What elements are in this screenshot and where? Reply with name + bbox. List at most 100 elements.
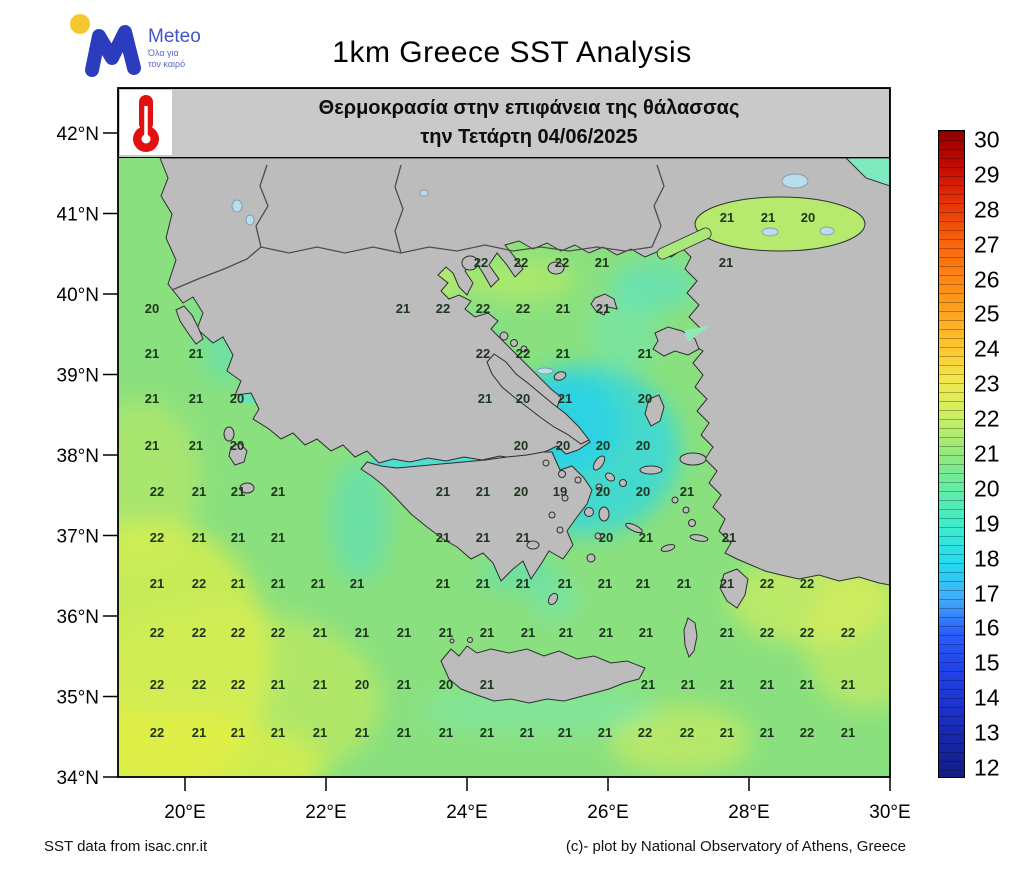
- sst-value-label: 20: [556, 438, 570, 453]
- lat-tick-label: 37°N: [57, 527, 99, 548]
- header-line-2: την Τετάρτη 04/06/2025: [420, 126, 638, 148]
- header-text: Θερμοκρασία στην επιφάνεια της θάλασσας …: [179, 89, 879, 157]
- sst-value-label: 21: [478, 391, 492, 406]
- sst-value-label: 21: [841, 677, 855, 692]
- lon-tick-label: 22°E: [305, 802, 346, 823]
- sst-value-label: 21: [556, 346, 570, 361]
- island-karpathos: [683, 617, 698, 659]
- plot-credit: (c)- plot by National Observatory of Ath…: [565, 838, 906, 855]
- sst-value-label: 21: [397, 677, 411, 692]
- sst-value-label: 19: [553, 484, 567, 499]
- sst-value-label: 21: [720, 725, 734, 740]
- sst-value-label: 21: [271, 725, 285, 740]
- sst-value-label: 21: [516, 530, 530, 545]
- sst-value-label: 21: [145, 438, 159, 453]
- sst-value-label: 21: [641, 677, 655, 692]
- sst-value-label: 22: [555, 255, 569, 270]
- sst-value-label: 22: [192, 576, 206, 591]
- izmir-bay: [684, 326, 710, 342]
- data-source-credit: SST data from isac.cnr.it: [44, 838, 208, 855]
- sst-value-label: 21: [436, 576, 450, 591]
- sst-value-label: 21: [841, 725, 855, 740]
- sst-value-label: 21: [559, 625, 573, 640]
- lon-tick-label: 24°E: [446, 802, 487, 823]
- sst-value-label: 21: [150, 576, 164, 591]
- sst-value-label: 21: [480, 677, 494, 692]
- sst-value-label: 21: [680, 484, 694, 499]
- sst-value-label: 20: [514, 438, 528, 453]
- lat-tick-label: 39°N: [57, 366, 99, 387]
- sst-value-label: 21: [192, 530, 206, 545]
- sst-value-label: 21: [189, 346, 203, 361]
- island-rhodes: [719, 568, 749, 609]
- sst-value-label: 21: [436, 484, 450, 499]
- sst-value-label: 21: [800, 677, 814, 692]
- sst-value-label: 21: [439, 625, 453, 640]
- sst-value-label: 21: [313, 677, 327, 692]
- colorbar-tick-label: 24: [974, 335, 1000, 362]
- sst-value-label: 21: [189, 391, 203, 406]
- sst-value-label: 21: [636, 576, 650, 591]
- colorbar-tick-label: 17: [974, 580, 1000, 607]
- axes: 42°N 41°N 40°N 39°N 38°N 37°N 36°N 35°N 34°N 20°E…: [57, 124, 911, 823]
- map-header-banner: Θερμοκρασία στην επιφάνεια της θάλασσας …: [118, 88, 890, 158]
- sst-value-label: 22: [514, 255, 528, 270]
- logo-m-icon: [85, 25, 141, 77]
- sst-value-label: 22: [476, 346, 490, 361]
- colorbar-tick-label: 16: [974, 614, 1000, 641]
- country-borders: [171, 164, 665, 291]
- sst-value-label: 20: [145, 301, 159, 316]
- colorbar-tick-label: 30: [974, 126, 1000, 153]
- sst-value-label: 22: [150, 530, 164, 545]
- sst-value-label: 20: [514, 484, 528, 499]
- sst-value-label: 21: [439, 725, 453, 740]
- colorbar-tick-label: 13: [974, 719, 1000, 746]
- sst-value-label: 20: [636, 484, 650, 499]
- land-balkans-anatolia: [159, 157, 890, 586]
- sst-value-label: 21: [599, 625, 613, 640]
- sst-value-label: 22: [271, 625, 285, 640]
- logo-subtext-2: τον καιρό: [148, 59, 185, 69]
- sst-value-label: 21: [436, 530, 450, 545]
- lon-tick-label: 20°E: [164, 802, 205, 823]
- sst-value-label: 21: [719, 255, 733, 270]
- sst-value-label: 21: [313, 625, 327, 640]
- island-limnos: [590, 293, 618, 316]
- colorbar-tick-label: 29: [974, 161, 1000, 188]
- colorbar-labels: 30 29 28 27 26 25 24 23 22 21 20 19 18 17 16 15 14 13 12: [974, 126, 1024, 781]
- island-kefalonia: [228, 442, 248, 466]
- black-sea-corner: [844, 157, 890, 187]
- sst-value-label: 21: [638, 346, 652, 361]
- sst-value-label: 22: [474, 255, 488, 270]
- sst-value-label: 21: [231, 484, 245, 499]
- sst-value-label: 21: [639, 625, 653, 640]
- sst-value-label: 22: [800, 625, 814, 640]
- sst-value-label: 22: [680, 725, 694, 740]
- logo-subtext-1: Όλα για: [147, 48, 179, 58]
- sst-value-label: 22: [150, 484, 164, 499]
- sst-value-label: 21: [720, 677, 734, 692]
- colorbar-tick-label: 23: [974, 370, 1000, 397]
- sst-value-label: 21: [397, 725, 411, 740]
- sst-value-label: 20: [439, 677, 453, 692]
- lat-tick-label: 35°N: [57, 688, 99, 709]
- sst-value-label: 21: [760, 725, 774, 740]
- sst-value-label: 22: [192, 677, 206, 692]
- sst-value-label: 20: [636, 438, 650, 453]
- sst-value-label: 21: [677, 576, 691, 591]
- sst-value-label: 21: [722, 530, 736, 545]
- colorbar-tick-label: 12: [974, 754, 1000, 781]
- sst-value-label: 21: [595, 255, 609, 270]
- sst-value-label: 22: [231, 625, 245, 640]
- sst-value-label: 21: [145, 391, 159, 406]
- sst-value-label: 22: [516, 301, 530, 316]
- meteo-logo: Meteo Όλα για τον καιρό: [70, 14, 201, 77]
- sst-value-label: 20: [596, 438, 610, 453]
- sst-value-label: 21: [476, 530, 490, 545]
- sst-value-label: 20: [599, 530, 613, 545]
- island-corfu: [175, 305, 204, 345]
- sst-value-label: 21: [271, 484, 285, 499]
- sst-value-label: 20: [638, 391, 652, 406]
- landmasses: [159, 157, 890, 704]
